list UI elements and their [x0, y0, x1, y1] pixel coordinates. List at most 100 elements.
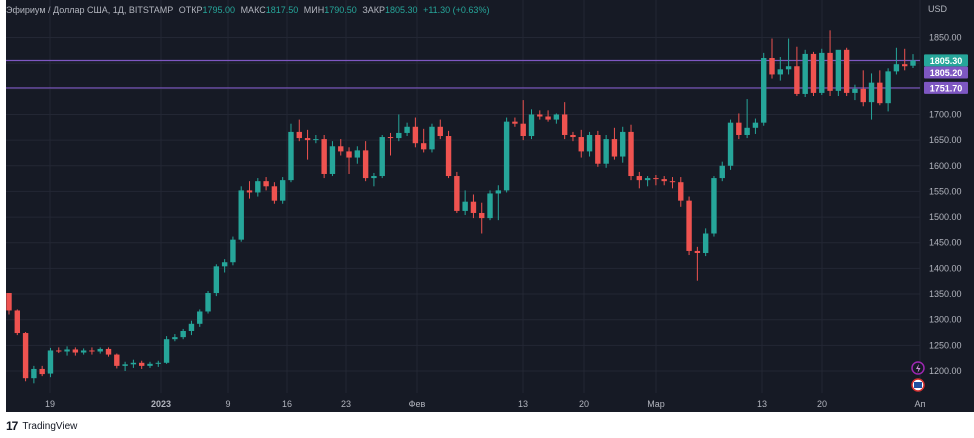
candle-body — [279, 180, 286, 201]
candle-body — [263, 181, 269, 187]
candle-body — [437, 126, 443, 137]
candle-body — [893, 64, 900, 72]
x-tick-label: 19 — [45, 399, 55, 409]
candle-body — [246, 190, 253, 193]
candle-body — [902, 64, 908, 67]
candlestick-plot[interactable]: 1850.001800.001750.001700.001650.001600.… — [6, 0, 974, 412]
candle-body — [852, 88, 858, 93]
candle-body — [445, 136, 452, 177]
candle-body — [172, 337, 178, 340]
x-tick-label: 16 — [282, 399, 292, 409]
candle-body — [487, 193, 493, 219]
candle-body — [744, 127, 750, 135]
y-tick-label: 1700.00 — [929, 109, 962, 119]
candle-body — [537, 114, 543, 117]
footer: 17 TradingView — [6, 417, 77, 435]
candle-body — [114, 354, 120, 366]
y-tick-label: 1650.00 — [929, 135, 962, 145]
candle-body — [288, 131, 294, 181]
candle-body — [6, 293, 12, 311]
y-tick-label: 1450.00 — [929, 238, 962, 248]
candle-body — [777, 69, 784, 75]
candle-body — [64, 349, 70, 352]
price-chart[interactable]: 1850.001800.001750.001700.001650.001600.… — [6, 0, 974, 412]
brand-name[interactable]: TradingView — [22, 420, 78, 432]
candle-body — [420, 143, 427, 150]
candle-body — [545, 116, 551, 120]
candle-body — [39, 368, 45, 375]
close-label: ЗАКР — [362, 5, 385, 15]
candle-body — [669, 181, 676, 183]
candle-body — [702, 233, 709, 253]
candle-body — [470, 201, 477, 213]
tradingview-logo[interactable]: 17 — [6, 419, 18, 433]
y-tick-label: 1850.00 — [929, 33, 962, 43]
candle-body — [761, 58, 767, 123]
candle-body — [313, 139, 319, 141]
x-tick-label: Фев — [409, 399, 426, 409]
candle-body — [230, 239, 236, 263]
x-tick-label: 20 — [579, 399, 589, 409]
candle-body — [105, 348, 112, 355]
candle-body — [462, 201, 468, 211]
candle-body — [810, 53, 817, 93]
candle-body — [379, 137, 385, 177]
candle-body — [97, 348, 103, 352]
candle-body — [221, 262, 228, 267]
x-tick-label: Ап — [915, 399, 926, 409]
candle-body — [512, 121, 518, 124]
currency-label[interactable]: USD — [928, 4, 948, 14]
candle-body — [503, 121, 510, 191]
x-tick-label: 2023 — [151, 399, 171, 409]
y-tick-label: 1600.00 — [929, 161, 962, 171]
candle-body — [495, 190, 502, 194]
candle-body — [304, 138, 311, 141]
candle-body — [553, 114, 560, 120]
candle-body — [14, 310, 20, 334]
price-label-badge — [924, 81, 968, 94]
candle-body — [404, 126, 410, 133]
candle-body — [694, 250, 701, 253]
y-tick-label: 1550.00 — [929, 186, 962, 196]
price-label-text: 1805.30 — [930, 56, 963, 66]
candle-body — [429, 126, 435, 150]
candle-body — [271, 186, 278, 201]
y-tick-label: 1300.00 — [929, 315, 962, 325]
candle-body — [197, 311, 203, 324]
y-tick-label: 1400.00 — [929, 263, 962, 273]
x-tick-label: Мар — [647, 399, 665, 409]
candle-body — [80, 350, 87, 353]
candle-body — [163, 339, 170, 363]
change-value: +11.30 (+0.63%) — [423, 5, 490, 15]
candle-body — [147, 363, 153, 366]
lightning-glyph — [916, 364, 921, 373]
candle-body — [47, 350, 54, 374]
candle-body — [362, 150, 369, 179]
candle-body — [205, 293, 211, 312]
price-label-text: 1751.70 — [930, 83, 963, 93]
candle-body — [719, 165, 725, 179]
candle-body — [860, 88, 866, 103]
candle-body — [827, 52, 833, 91]
candle-body — [678, 182, 684, 201]
candle-body — [868, 82, 875, 103]
candle-body — [910, 60, 916, 66]
symbol-legend: Эфириум / Доллар США, 1Д, BITSTAMP ОТКР1… — [6, 5, 489, 15]
candle-body — [835, 49, 842, 91]
candle-body — [661, 179, 667, 182]
price-label-badge — [924, 66, 968, 79]
candle-body — [188, 323, 195, 331]
price-label-badge — [924, 54, 968, 67]
candle-body — [180, 330, 186, 338]
x-tick-label: 13 — [518, 399, 528, 409]
x-tick-label: 9 — [225, 399, 230, 409]
candle-body — [603, 139, 609, 164]
close-value: 1805.30 — [385, 5, 418, 15]
low-value: 1790.50 — [324, 5, 357, 15]
x-tick-label: 20 — [817, 399, 827, 409]
symbol-title[interactable]: Эфириум / Доллар США, 1Д, BITSTAMP — [6, 5, 174, 15]
candle-body — [802, 53, 808, 94]
y-tick-label: 1350.00 — [929, 289, 962, 299]
candle-body — [595, 134, 601, 164]
